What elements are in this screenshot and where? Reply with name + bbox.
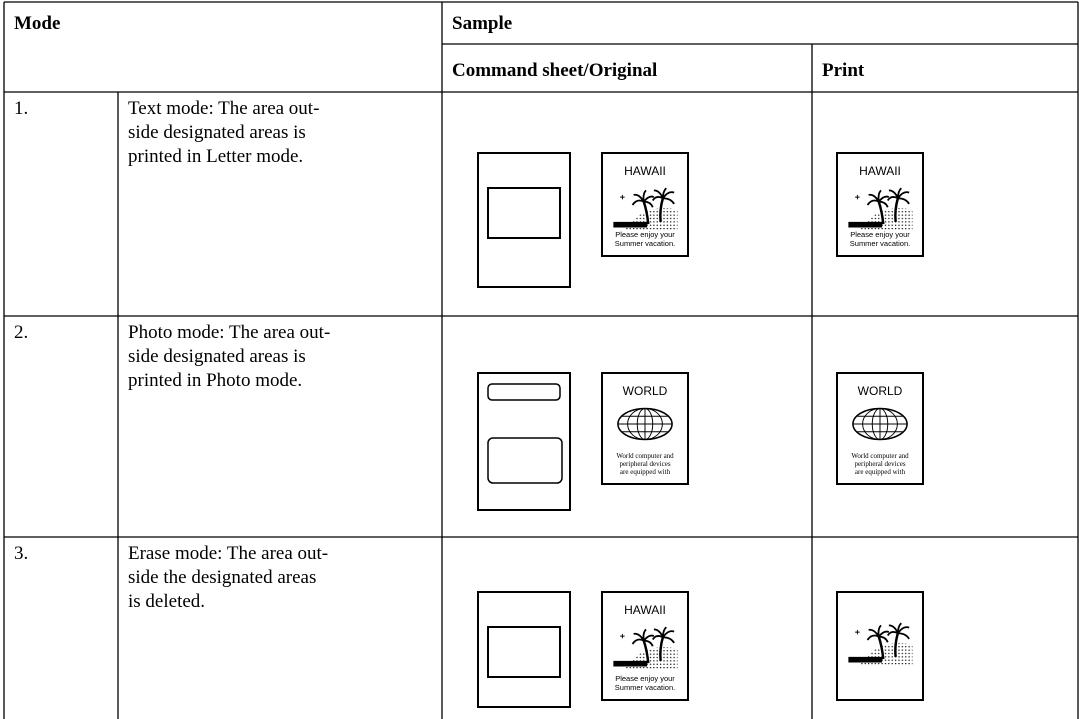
sheet-caption: World computer and — [616, 452, 674, 460]
command-sheet — [477, 372, 571, 511]
row-description: Erase mode: The area out- — [128, 543, 328, 564]
row-description: side designated areas is — [128, 346, 306, 367]
designated-area — [487, 383, 561, 401]
row-description: side the designated areas — [128, 567, 316, 588]
sheet-caption: World computer and — [851, 452, 909, 460]
row-description: is deleted. — [128, 591, 205, 612]
sheet-caption: Please enjoy your — [615, 230, 675, 239]
sheet-title: HAWAII — [624, 164, 666, 178]
globe-image — [852, 407, 908, 441]
sheet-title: HAWAII — [859, 164, 901, 178]
row-number: 2. — [14, 322, 28, 343]
sample-sheet — [836, 591, 924, 701]
sheet-caption: are equipped with — [620, 468, 671, 476]
sheet-border — [601, 591, 689, 701]
command-sheet — [477, 591, 571, 708]
sheet-border — [477, 372, 571, 511]
globe-image — [617, 407, 673, 441]
sheet-caption: Summer vacation. — [615, 239, 675, 248]
row-number: 3. — [14, 543, 28, 564]
sheet-border — [477, 152, 571, 288]
header-sample: Sample — [452, 13, 512, 34]
table-rules — [3, 1, 1079, 719]
sheet-title: WORLD — [623, 384, 668, 398]
sheet-caption: are equipped with — [855, 468, 906, 476]
row-description: Photo mode: The area out- — [128, 322, 330, 343]
designated-area — [487, 626, 561, 678]
row-description: side designated areas is — [128, 122, 306, 143]
sheet-title: WORLD — [858, 384, 903, 398]
sheet-caption: Summer vacation. — [615, 683, 675, 692]
sheet-title: HAWAII — [624, 603, 666, 617]
row-description: printed in Photo mode. — [128, 370, 302, 391]
row-description: printed in Letter mode. — [128, 146, 303, 167]
designated-area — [487, 437, 563, 484]
designated-area — [487, 187, 561, 239]
sheet-caption: Please enjoy your — [615, 674, 675, 683]
header-mode: Mode — [14, 13, 60, 34]
command-sheet — [477, 152, 571, 288]
row-description: Text mode: The area out- — [128, 98, 319, 119]
header-print: Print — [822, 60, 865, 81]
row-number: 1. — [14, 98, 28, 119]
sheet-border — [477, 591, 571, 708]
sheet-caption: Summer vacation. — [850, 239, 910, 248]
sheet-caption: Please enjoy your — [850, 230, 910, 239]
sheet-caption: peripheral devices — [854, 460, 905, 468]
header-original: Command sheet/Original — [452, 60, 657, 81]
sheet-caption: peripheral devices — [619, 460, 670, 468]
